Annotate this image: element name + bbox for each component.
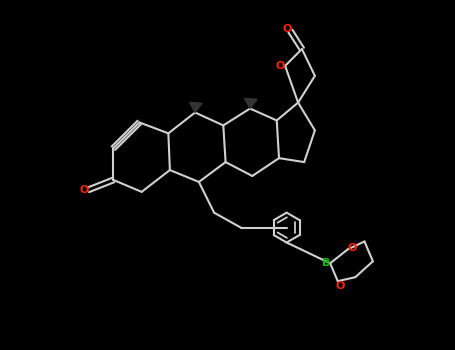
- Text: B: B: [323, 258, 331, 268]
- Text: O: O: [282, 25, 292, 34]
- Text: O: O: [275, 61, 284, 71]
- Polygon shape: [244, 98, 257, 108]
- Polygon shape: [190, 102, 202, 112]
- Text: O: O: [79, 185, 88, 195]
- Text: O: O: [348, 243, 357, 253]
- Text: O: O: [336, 281, 345, 290]
